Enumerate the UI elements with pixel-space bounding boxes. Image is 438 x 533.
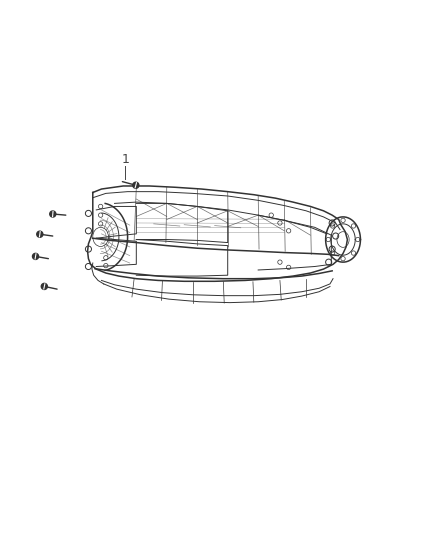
Circle shape <box>50 211 56 217</box>
Circle shape <box>41 284 47 289</box>
Circle shape <box>32 253 39 260</box>
Text: 1: 1 <box>121 154 129 166</box>
Circle shape <box>37 231 43 237</box>
Circle shape <box>133 182 139 188</box>
